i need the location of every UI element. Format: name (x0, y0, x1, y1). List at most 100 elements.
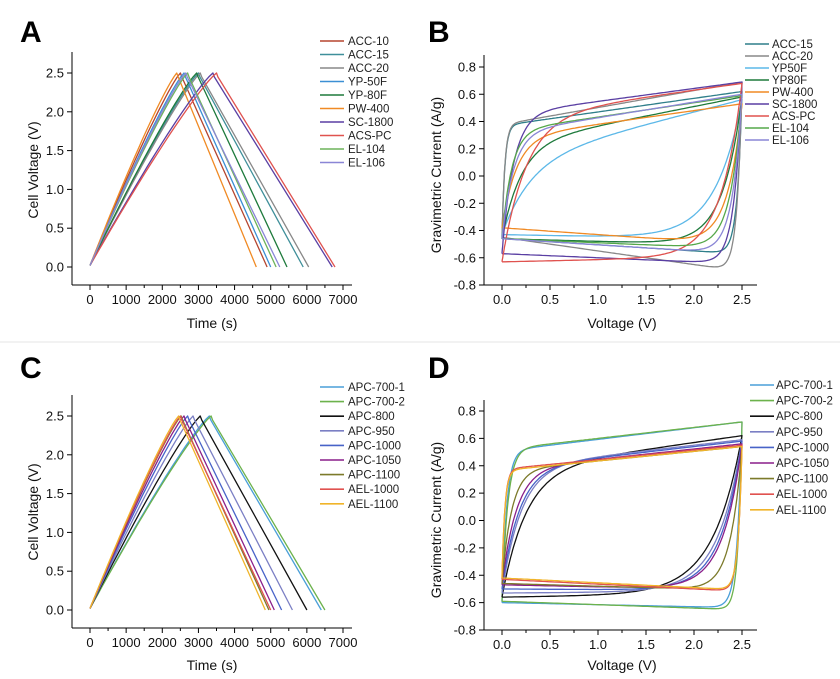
x-tick-label: 1.5 (637, 637, 655, 652)
y-tick-label: 0.0 (458, 513, 476, 528)
series-line-ael-1100 (501, 445, 743, 590)
x-tick-label: 4000 (220, 292, 249, 307)
x-tick-label: 2000 (148, 292, 177, 307)
legend-label: YP-50F (348, 77, 387, 89)
legend-label: EL-104 (348, 144, 386, 156)
legend-label: APC-1000 (776, 442, 829, 454)
x-axis-title: Voltage (V) (587, 315, 656, 331)
panel-label-b: B (428, 16, 450, 49)
series-line-apc-1000 (501, 440, 743, 591)
legend-label: APC-950 (348, 426, 395, 438)
x-tick-label: 7000 (329, 635, 358, 650)
series-line-apc-1050 (89, 415, 275, 611)
legend-label: ACC-20 (348, 63, 389, 75)
y-tick-label: -0.4 (454, 568, 476, 583)
series-line-apc-700-1 (89, 415, 322, 611)
y-tick-label: 0.6 (458, 431, 476, 446)
legend-label: ACS-PC (772, 111, 815, 123)
y-tick-label: 0.5 (46, 564, 64, 579)
y-tick-label: 0.4 (458, 458, 476, 473)
series-line-el-106 (89, 72, 281, 268)
y-tick-label: 1.0 (46, 182, 64, 197)
legend-label: AEL-1100 (348, 499, 398, 511)
x-tick-label: 5000 (256, 292, 285, 307)
x-tick-label: 1.0 (589, 637, 607, 652)
y-tick-label: -0.8 (454, 278, 476, 293)
legend-label: EL-106 (772, 135, 809, 147)
legend-label: ACC-15 (772, 39, 813, 51)
x-tick-label: 2.5 (733, 637, 751, 652)
x-tick-label: 1000 (112, 635, 141, 650)
x-tick-label: 0.5 (541, 637, 559, 652)
legend-label: AEL-1000 (776, 489, 827, 501)
legend-label: AEL-1000 (348, 484, 399, 496)
panel-label-a: A (20, 16, 42, 49)
legend-label: PW-400 (348, 104, 389, 116)
y-tick-label: 0.0 (46, 260, 64, 275)
y-tick-label: -0.8 (454, 623, 476, 638)
series-line-apc-700-2 (501, 421, 743, 610)
y-tick-label: -0.6 (454, 595, 476, 610)
x-tick-label: 0 (86, 292, 93, 307)
y-axis-title: Cell Voltage (V) (25, 121, 41, 218)
y-tick-label: 0.0 (458, 169, 476, 184)
x-tick-label: 2.0 (685, 637, 703, 652)
series-line-pw-400 (89, 72, 257, 268)
y-tick-label: 2.0 (46, 447, 64, 462)
series-line-ael-1000 (89, 415, 272, 611)
x-tick-label: 1.0 (589, 292, 607, 307)
legend-label: APC-700-2 (348, 397, 405, 409)
x-tick-label: 0.0 (493, 292, 511, 307)
x-tick-label: 2000 (148, 635, 177, 650)
y-axis-title: Gravimetric Current (A/g) (428, 442, 444, 598)
legend-label: APC-1100 (348, 470, 400, 482)
legend-label: PW-400 (772, 87, 813, 99)
y-tick-label: 1.5 (46, 143, 64, 158)
series-line-el-104 (89, 72, 277, 268)
series-line-pw-400 (501, 103, 743, 240)
y-tick-label: -0.6 (454, 250, 476, 265)
y-axis-title: Cell Voltage (V) (25, 463, 41, 560)
series-line-apc-700-2 (89, 415, 326, 611)
x-tick-label: 6000 (292, 292, 321, 307)
x-tick-label: 0.0 (493, 637, 511, 652)
panel-c: 0 1000 2000 3000 4000 5000 6000 7000 0.0 0.5 1.0 1.… (25, 382, 405, 673)
series-line-acs-pc (89, 72, 336, 268)
y-tick-label: 1.0 (46, 525, 64, 540)
legend-label: YP50F (772, 63, 807, 75)
legend-label: ACC-20 (772, 51, 813, 63)
legend-label: APC-700-1 (348, 382, 405, 394)
x-tick-label: 1.5 (637, 292, 655, 307)
series-line-el-106 (501, 93, 743, 251)
x-tick-label: 6000 (292, 635, 321, 650)
y-tick-label: 0.2 (458, 486, 476, 501)
series-line-yp-50f (89, 72, 272, 268)
series-line-ael-1000 (501, 444, 743, 591)
y-tick-label: 2.0 (46, 104, 64, 119)
panel-a: 0 1000 2000 3000 4000 5000 6000 7000 0.0 0.5 1.0 1.… (25, 36, 393, 331)
series-line-apc-950 (89, 415, 293, 611)
y-tick-label: 1.5 (46, 486, 64, 501)
legend-label: APC-800 (776, 411, 823, 423)
legend-label: APC-700-1 (776, 380, 833, 392)
series-line-apc-800 (501, 434, 743, 598)
legend-label: APC-1100 (776, 474, 828, 486)
x-tick-label: 4000 (220, 635, 249, 650)
x-axis-title: Time (s) (187, 315, 238, 331)
y-tick-label: 0.6 (458, 87, 476, 102)
x-tick-label: 3000 (184, 635, 213, 650)
y-tick-label: 0.2 (458, 141, 476, 156)
x-tick-label: 7000 (329, 292, 358, 307)
legend-label: APC-1000 (348, 440, 401, 452)
x-tick-label: 3000 (184, 292, 213, 307)
y-axis-title: Gravimetric Current (A/g) (428, 97, 444, 253)
y-tick-label: -0.4 (454, 223, 476, 238)
legend-label: SC-1800 (772, 99, 817, 111)
legend-label: YP-80F (348, 90, 387, 102)
x-tick-label: 0 (86, 635, 93, 650)
y-tick-label: 0.4 (458, 114, 476, 129)
panel-b: 0.0 0.5 1.0 1.5 2.0 2.5 -0.8 -0.6 -0.4 -0.2 0.0 0.2… (428, 39, 817, 331)
y-tick-label: -0.2 (454, 196, 476, 211)
series-line-apc-950 (501, 439, 743, 594)
